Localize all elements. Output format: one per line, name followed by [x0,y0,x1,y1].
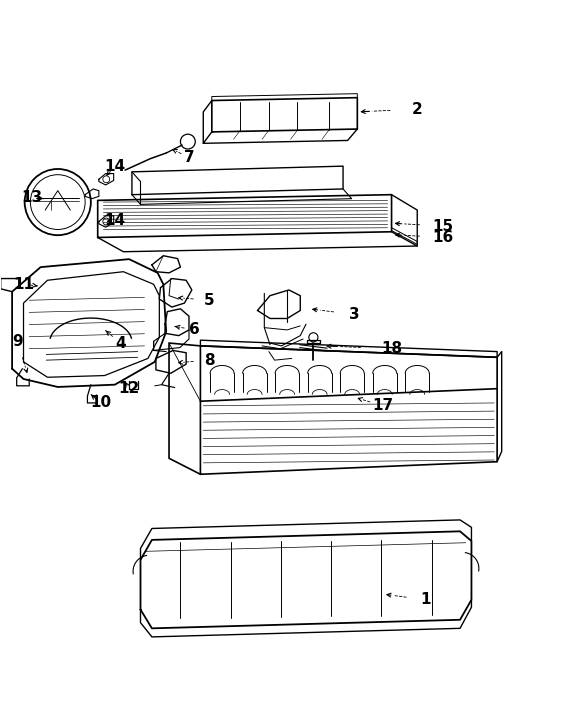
Text: 11: 11 [13,277,34,292]
Text: 14: 14 [104,213,125,228]
Text: 14: 14 [104,159,125,174]
Text: 13: 13 [22,190,43,205]
Text: 2: 2 [412,102,423,117]
Text: 15: 15 [432,219,454,234]
Text: 4: 4 [115,335,126,351]
Text: 5: 5 [204,293,214,308]
Text: 16: 16 [432,230,454,245]
Text: 7: 7 [184,150,194,165]
Text: 9: 9 [13,335,23,349]
Text: 1: 1 [420,592,431,608]
Text: 18: 18 [381,341,402,356]
Text: 10: 10 [90,396,111,410]
Text: 3: 3 [349,307,360,322]
Text: 6: 6 [189,322,200,338]
Text: 8: 8 [204,353,214,367]
Text: 17: 17 [372,399,394,413]
Text: 12: 12 [118,381,140,396]
